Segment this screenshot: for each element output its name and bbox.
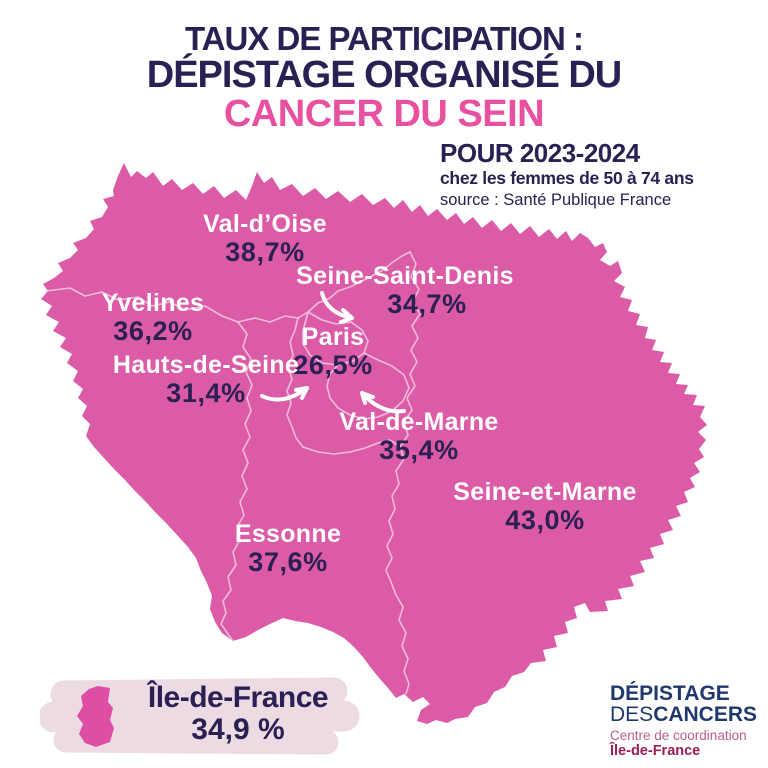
title-line-3: CANCER DU SEIN [223, 93, 545, 136]
page-title: TAUX DE PARTICIPATION : DÉPISTAGE ORGANI… [0, 20, 768, 136]
badge-region-value: 34,9 % [191, 712, 285, 746]
subtitle-period: POUR 2023-2024 [440, 138, 640, 168]
logo-word-depistage: DÉPISTAGE [610, 682, 730, 705]
logo-ile-de-france: Île-de-France [610, 742, 701, 759]
dept-name: Seine-Saint-Denis [296, 262, 514, 290]
dept-value: 37,6% [248, 547, 328, 577]
badge-region-name: Île-de-France [147, 681, 329, 714]
region-silhouette [41, 163, 707, 724]
dept-label-paris: Paris 26,5% [293, 324, 373, 381]
subtitle-block: POUR 2023-2024 chez les femmes de 50 à 7… [440, 138, 694, 209]
pointer-arrow-hauts-de-seine [260, 386, 309, 402]
dept-value: 34,7% [387, 289, 467, 319]
title-line-2: DÉPISTAGE ORGANISÉ DU [146, 54, 622, 97]
dept-value: 36,2% [113, 316, 193, 346]
dept-label-val-de-marne: Val-de-Marne 35,4% [339, 409, 498, 466]
dept-value: 35,4% [379, 435, 459, 465]
pointer-arrow-val-de-marne [360, 391, 406, 414]
logo-word-des: DES [610, 703, 654, 726]
logo-word-cancers: CANCERS [653, 703, 758, 726]
dept-name: Val-d’Oise [203, 210, 327, 238]
pointer-arrow-seine-saint-denis [320, 291, 354, 324]
dept-name: Yvelines [101, 289, 205, 317]
badge-text: Île-de-France 34,9 % [118, 682, 358, 746]
dept-name: Seine-et-Marne [453, 478, 637, 506]
ile-de-france-mini-map-icon [77, 686, 114, 747]
dept-label-hauts-de-seine: Hauts-de-Seine 31,4% [113, 352, 299, 409]
dept-value: 43,0% [505, 505, 585, 535]
dept-name: Val-de-Marne [339, 408, 499, 436]
dept-value: 38,7% [225, 237, 305, 267]
title-line-1: TAUX DE PARTICIPATION : [184, 20, 584, 57]
logo-word-descancers: DESCANCERS [610, 704, 757, 725]
logo-centre-coordination: Centre de coordination [610, 728, 747, 743]
subtitle-source: source : Santé Publique France [440, 190, 672, 209]
subtitle-audience: chez les femmes de 50 à 74 ans [440, 168, 694, 189]
dept-label-seine-et-marne: Seine-et-Marne 43,0% [453, 479, 636, 536]
dept-label-val-doise: Val-d’Oise 38,7% [203, 211, 327, 268]
pointer-arrows [260, 291, 406, 414]
dept-name: Paris [301, 323, 365, 351]
badge-background [40, 677, 360, 755]
depistage-des-cancers-logo: DÉPISTAGE DESCANCERS Centre de coordinat… [610, 683, 757, 758]
department-borders [45, 251, 421, 695]
dept-value: 26,5% [293, 350, 373, 380]
dept-value: 31,4% [166, 378, 246, 408]
regional-summary-badge: Île-de-France 34,9 % [40, 674, 360, 762]
dept-label-yvelines: Yvelines 36,2% [102, 290, 204, 347]
dept-label-essonne: Essonne 37,6% [235, 521, 341, 578]
dept-name: Essonne [234, 520, 342, 548]
dept-label-seine-saint-denis: Seine-Saint-Denis 34,7% [296, 263, 514, 320]
dept-name: Hauts-de-Seine [112, 351, 300, 379]
